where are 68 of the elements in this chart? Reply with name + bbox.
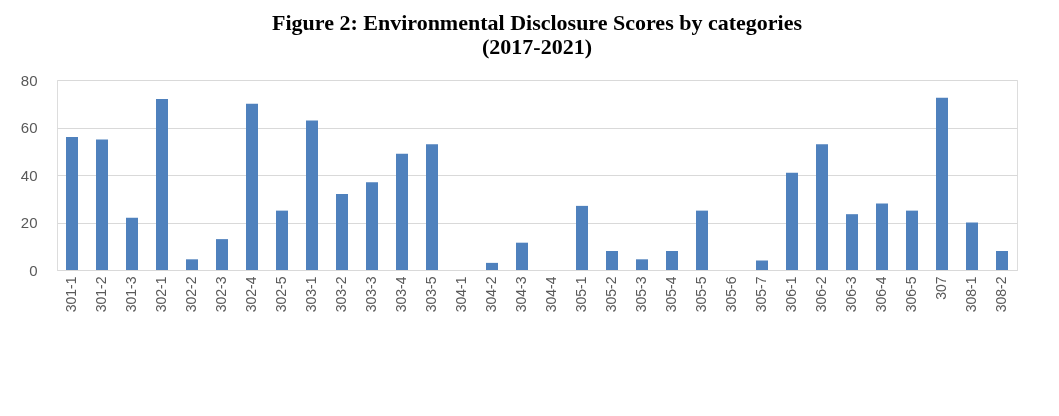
bar <box>396 153 408 270</box>
bar <box>66 137 78 270</box>
bar <box>276 210 288 270</box>
y-tick-label: 60 <box>20 119 38 136</box>
bar <box>426 144 438 270</box>
x-tick-label: 306-4 <box>873 276 889 313</box>
x-tick-label: 303-1 <box>303 276 319 313</box>
x-tick-label: 303-2 <box>333 276 349 313</box>
x-tick-label: 305-2 <box>603 276 619 313</box>
x-tick-label: 306-5 <box>903 276 919 313</box>
x-tick-label: 305-5 <box>693 276 709 313</box>
bar <box>996 251 1008 270</box>
y-tick-label: 20 <box>20 214 38 231</box>
bar <box>966 222 978 270</box>
x-tick-label: 303-5 <box>423 276 439 313</box>
x-tick-label: 308-1 <box>963 276 979 313</box>
x-tick-label: 302-1 <box>153 276 169 313</box>
x-tick-label: 303-3 <box>363 276 379 313</box>
y-tick-label: 80 <box>20 71 38 89</box>
x-tick-label: 302-3 <box>213 276 229 313</box>
bar <box>756 260 768 270</box>
bar <box>156 99 168 270</box>
x-tick-label: 302-4 <box>243 276 259 313</box>
x-tick-label: 304-3 <box>513 276 529 313</box>
bar <box>126 217 138 270</box>
bar <box>906 210 918 270</box>
x-tick-label: 301-2 <box>93 276 109 313</box>
x-tick-label: 308-2 <box>993 276 1009 313</box>
bar <box>306 120 318 270</box>
bar <box>816 144 828 270</box>
x-tick-label: 304-1 <box>453 276 469 313</box>
x-tick-label: 307 <box>933 276 949 300</box>
x-tick-label: 305-6 <box>723 276 739 313</box>
bar <box>606 251 618 270</box>
y-tick-label: 40 <box>20 166 38 184</box>
bar <box>96 139 108 270</box>
x-tick-label: 301-1 <box>63 276 79 313</box>
bar <box>516 242 528 270</box>
y-tick-label: 0 <box>29 261 38 279</box>
bar <box>696 210 708 270</box>
bar <box>936 97 948 270</box>
text: Figure 2: Environmental Disclosure Scores by categories <box>272 10 802 35</box>
bar <box>576 205 588 270</box>
bar <box>786 172 798 270</box>
x-tick-label: 304-4 <box>543 276 559 313</box>
x-tick-label: 306-1 <box>783 276 799 313</box>
x-tick-label: 301-3 <box>123 276 139 313</box>
bar <box>186 259 198 270</box>
bar <box>636 259 648 270</box>
x-tick-label: 302-5 <box>273 276 289 313</box>
bar <box>366 182 378 270</box>
text: (2017-2021) <box>482 34 592 59</box>
x-tick-label: 305-3 <box>633 276 649 313</box>
x-tick-label: 305-7 <box>753 276 769 313</box>
bar <box>336 194 348 270</box>
x-tick-label: 304-2 <box>483 276 499 313</box>
x-tick-label: 302-2 <box>183 276 199 313</box>
x-tick-label: 305-4 <box>663 276 679 313</box>
bar <box>846 214 858 270</box>
bar <box>486 262 498 270</box>
bar <box>666 251 678 270</box>
bar <box>876 203 888 270</box>
bar <box>216 239 228 270</box>
bar <box>246 103 258 270</box>
x-tick-label: 306-3 <box>843 276 859 313</box>
x-tick-label: 305-1 <box>573 276 589 313</box>
x-tick-label: 306-2 <box>813 276 829 313</box>
x-tick-label: 303-4 <box>393 276 409 313</box>
